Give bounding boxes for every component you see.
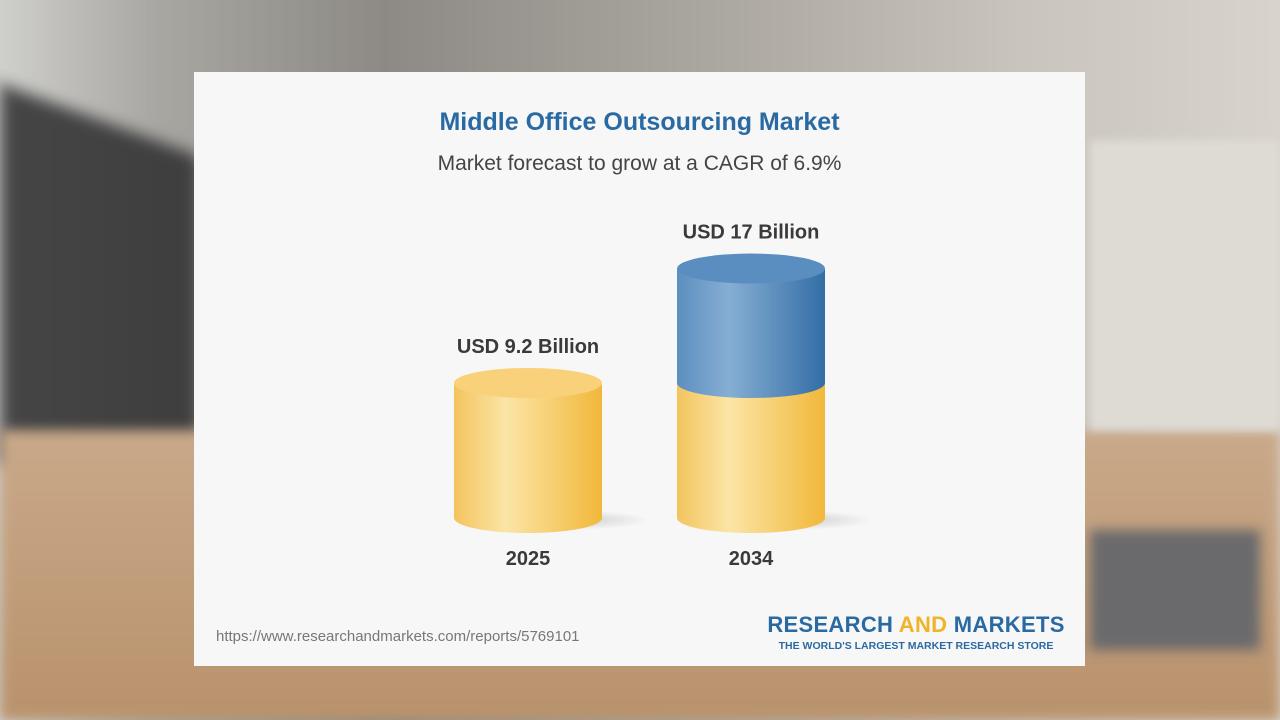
- data-label: USD 9.2 Billion: [457, 336, 599, 358]
- infographic-card: Middle Office Outsourcing Market Market …: [194, 72, 1085, 666]
- bar-growth-2034: [677, 268, 825, 398]
- bar-base-2025: [454, 383, 602, 533]
- background-laptop: [1090, 530, 1260, 650]
- chart-title: Middle Office Outsourcing Market: [439, 108, 840, 136]
- source-url[interactable]: https://www.researchandmarkets.com/repor…: [216, 628, 580, 645]
- bar-base-2034: [677, 383, 825, 533]
- chart-subtitle: Market forecast to grow at a CAGR of 6.9…: [437, 152, 842, 175]
- data-label: USD 17 Billion: [683, 222, 820, 244]
- category-label: 2034: [729, 548, 774, 570]
- chart-area: USD 9.2 Billion 2025 USD 17 Billion 2034: [454, 222, 873, 570]
- bar-top-2025: [454, 368, 602, 398]
- bar-top-2034: [677, 253, 825, 284]
- research-and-markets-logo: RESEARCH AND MARKETS THE WORLD'S LARGEST…: [767, 612, 1065, 652]
- background-wall: [1090, 140, 1280, 430]
- category-label: 2025: [506, 548, 551, 570]
